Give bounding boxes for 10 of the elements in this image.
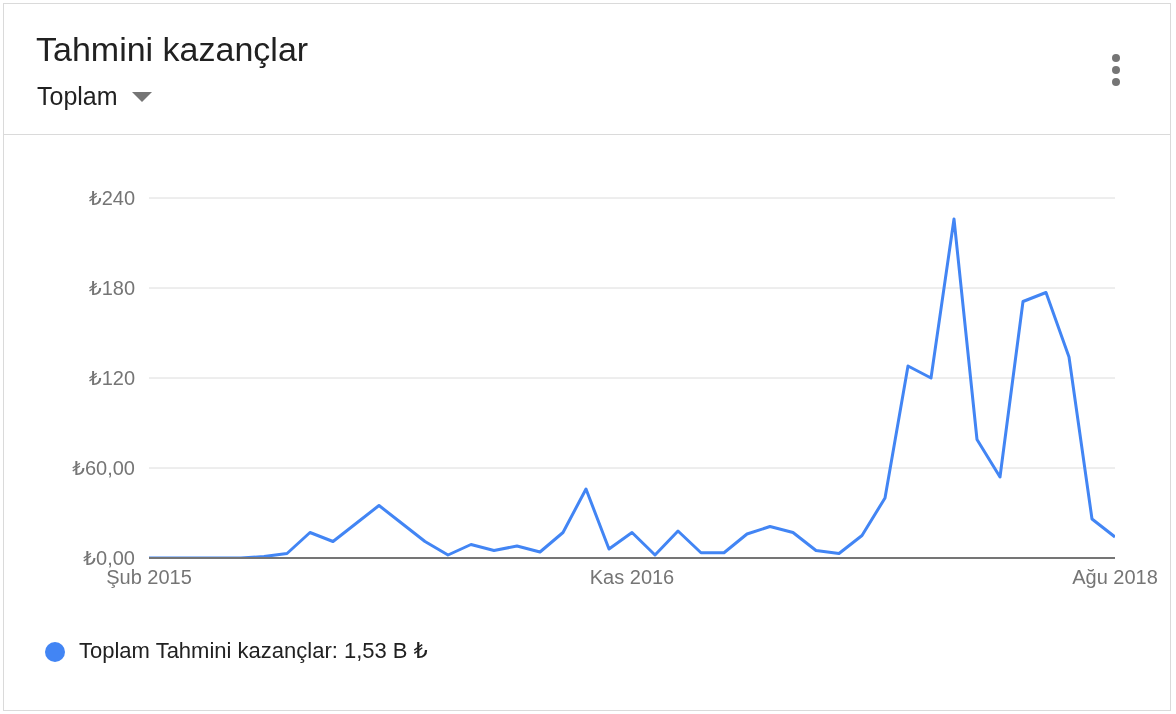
x-tick-label: Ağu 2018 xyxy=(1072,566,1158,589)
y-tick-label: ₺60,00 xyxy=(72,457,135,480)
y-tick-label: ₺120 xyxy=(88,367,135,390)
y-tick-label: ₺0,00 xyxy=(83,547,135,570)
chart-subtitle: Toplam xyxy=(37,82,118,111)
legend-label: Toplam Tahmini kazançlar: 1,53 B ₺ xyxy=(79,638,428,663)
chart-title: Tahmini kazançlar xyxy=(36,30,309,69)
y-tick-label: ₺180 xyxy=(88,277,135,300)
x-tick-label: Kas 2016 xyxy=(589,566,675,589)
y-tick-label: ₺240 xyxy=(88,187,135,210)
